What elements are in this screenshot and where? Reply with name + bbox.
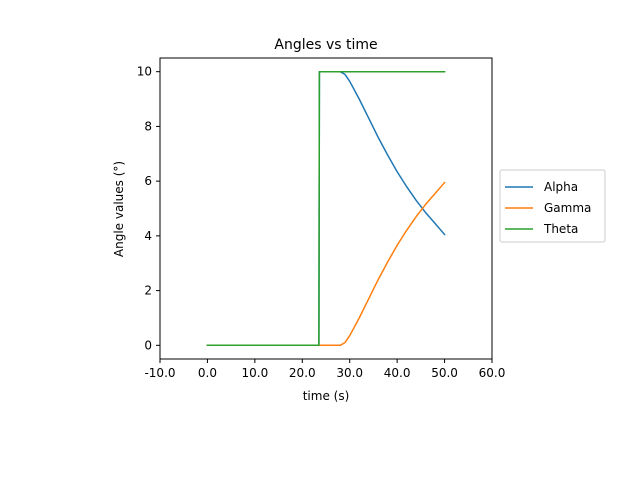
y-tick-label: 4: [144, 229, 152, 243]
y-tick-label: 8: [144, 119, 152, 133]
chart-title: Angles vs time: [274, 37, 377, 53]
y-tick-label: 10: [137, 65, 152, 79]
y-tick-label: 6: [144, 174, 152, 188]
x-tick-label: 60.0: [479, 366, 506, 380]
y-tick-label: 2: [144, 284, 152, 298]
x-axis-ticks: -10.0 0.0 10.0 20.0 30.0 40.0 50.0 60.0: [144, 359, 505, 380]
series-line-theta: [206, 70, 446, 347]
y-tick-label: 0: [144, 338, 152, 352]
legend-label-theta: Theta: [543, 222, 578, 236]
series-line-alpha: [206, 70, 446, 347]
x-tick-label: 10.0: [241, 366, 268, 380]
x-tick-label: 20.0: [289, 366, 316, 380]
y-axis-label: Angle values (°): [112, 161, 126, 257]
y-axis-ticks: 0 2 4 6 8 10: [137, 65, 160, 352]
series-line-gamma: [206, 181, 446, 347]
legend-frame: [499, 169, 606, 243]
x-tick-label: 40.0: [384, 366, 411, 380]
plot-area-frame: [159, 57, 493, 360]
legend: Alpha Gamma Theta: [499, 169, 606, 243]
x-tick-label: -10.0: [144, 366, 175, 380]
legend-label-alpha: Alpha: [544, 180, 578, 194]
x-tick-label: 0.0: [198, 366, 217, 380]
x-tick-label: 30.0: [336, 366, 363, 380]
x-tick-label: 50.0: [431, 366, 458, 380]
legend-label-gamma: Gamma: [544, 201, 591, 215]
plot-lines: [206, 70, 446, 347]
x-axis-label: time (s): [303, 389, 350, 403]
